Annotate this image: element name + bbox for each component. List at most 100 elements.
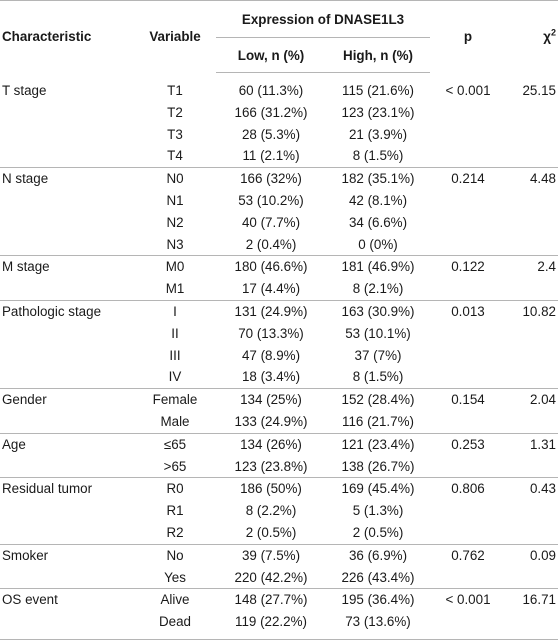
low-cell: 220 (42.2%) [234, 569, 308, 585]
characteristic-cell [0, 190, 134, 212]
low-cell: 123 (23.8%) [234, 458, 308, 474]
chi-superscript: 2 [550, 27, 556, 38]
low-cell: 166 (32%) [216, 167, 326, 190]
low-cell: 134 (25%) [216, 388, 326, 411]
characteristic-cell [0, 145, 134, 167]
characteristic-cell [0, 567, 134, 589]
high-cell: 0 (0%) [358, 236, 398, 252]
high-cell: 36 (6.9%) [326, 543, 430, 567]
table-row: >65 123 (23.8%) 138 (26.7%) [0, 456, 558, 478]
table-row: Residual tumor R0 186 (50%) 169 (45.4%) 0.80… [0, 477, 558, 501]
p-value-cell: 0.013 [430, 299, 506, 323]
high-cell: 8 (1.5%) [352, 148, 404, 164]
table-row: N3 2 (0.4%) 0 (0%) [0, 234, 558, 256]
low-cell: 166 (31.2%) [234, 104, 308, 120]
p-value-cell [430, 212, 506, 234]
table-row: Gender Female 134 (25%) 152 (28.4%) 0.154 2.0… [0, 388, 558, 411]
variable-cell: R2 [166, 524, 184, 540]
p-value-cell: 0.154 [430, 388, 506, 411]
low-cell: 133 (24.9%) [234, 413, 308, 429]
variable-cell: IV [168, 369, 182, 385]
low-cell: 186 (50%) [216, 477, 326, 501]
characteristic-cell: T stage [2, 82, 47, 98]
characteristic-cell [0, 345, 134, 367]
chi-square-cell [506, 323, 558, 345]
low-cell: 2 (0.4%) [245, 236, 297, 252]
header-p: p [430, 0, 506, 73]
variable-cell: N2 [166, 214, 184, 230]
variable-cell: ≤65 [134, 432, 216, 456]
table-row: T3 28 (5.3%) 21 (3.9%) [0, 124, 558, 146]
characteristic-cell [0, 212, 134, 234]
characteristic-cell [0, 124, 134, 146]
chi-square-cell [506, 212, 558, 234]
high-cell: 195 (36.4%) [326, 588, 430, 612]
header-chi-square: χ2 [506, 0, 558, 73]
high-cell: 21 (3.9%) [348, 126, 408, 142]
p-value-cell: 0.762 [430, 543, 506, 567]
variable-cell: T3 [167, 126, 183, 142]
variable-cell: >65 [163, 458, 187, 474]
characteristic-cell [0, 456, 134, 478]
low-cell: 47 (8.9%) [241, 347, 301, 363]
variable-cell: Male [160, 413, 190, 429]
low-cell: 18 (3.4%) [241, 369, 301, 385]
high-cell: 73 (13.6%) [326, 611, 430, 640]
table-row: III 47 (8.9%) 37 (7%) [0, 345, 558, 367]
characteristic-cell: Residual tumor [0, 477, 134, 501]
p-value-cell [430, 234, 506, 256]
low-cell: 11 (2.1%) [242, 148, 300, 164]
chi-square-cell: 4.48 [506, 167, 558, 190]
variable-cell: No [134, 543, 216, 567]
characteristic-cell [0, 611, 134, 640]
variable-cell: T2 [167, 104, 183, 120]
high-cell: 169 (45.4%) [326, 477, 430, 501]
p-value-cell: 0.214 [430, 167, 506, 190]
p-value-cell: 0.253 [430, 432, 506, 456]
p-value-cell [430, 611, 506, 640]
chi-square-cell [506, 366, 558, 388]
low-cell: 60 (11.3%) [238, 83, 304, 98]
high-cell: 152 (28.4%) [326, 388, 430, 411]
variable-cell: N0 [134, 167, 216, 190]
high-cell: 226 (43.4%) [341, 569, 415, 585]
chi-square-cell: 0.09 [506, 543, 558, 567]
variable-cell: T4 [167, 148, 183, 164]
characteristic-cell [0, 323, 134, 345]
low-cell: 2 (0.5%) [245, 524, 297, 540]
chi-square-cell [506, 124, 558, 146]
p-value-cell [430, 278, 506, 300]
table-row: N2 40 (7.7%) 34 (6.6%) [0, 212, 558, 234]
characteristic-cell [0, 234, 134, 256]
table-row: R2 2 (0.5%) 2 (0.5%) [0, 522, 558, 544]
p-value-cell [430, 323, 506, 345]
characteristic-cell: Pathologic stage [0, 299, 134, 323]
high-cell: 181 (46.9%) [326, 255, 430, 279]
variable-cell: Alive [134, 588, 216, 612]
low-cell: 119 (22.2%) [216, 611, 326, 640]
characteristic-cell: Age [0, 432, 134, 456]
table-row: II 70 (13.3%) 53 (10.1%) [0, 323, 558, 345]
characteristic-cell: Gender [0, 388, 134, 411]
high-cell: 115 (21.6%) [342, 83, 414, 98]
table-row: Yes 220 (42.2%) 226 (43.4%) [0, 567, 558, 589]
high-cell: 2 (0.5%) [352, 524, 404, 540]
chi-square-cell [506, 500, 558, 522]
variable-cell: R1 [166, 503, 184, 519]
high-cell: 163 (30.9%) [326, 299, 430, 323]
table-row: T4 11 (2.1%) 8 (1.5%) [0, 145, 558, 167]
low-cell: 131 (24.9%) [216, 299, 326, 323]
p-value-cell [430, 500, 506, 522]
chi-square-cell [506, 411, 558, 433]
p-value-cell [430, 102, 506, 124]
characteristic-cell: Smoker [0, 543, 134, 567]
low-cell: 17 (4.4%) [241, 281, 301, 297]
variable-cell: Yes [164, 569, 186, 585]
low-cell: 148 (27.7%) [216, 588, 326, 612]
chi-square-cell [506, 345, 558, 367]
p-value-cell [430, 522, 506, 544]
p-value-cell: 0.806 [430, 477, 506, 501]
variable-cell: Female [134, 388, 216, 411]
